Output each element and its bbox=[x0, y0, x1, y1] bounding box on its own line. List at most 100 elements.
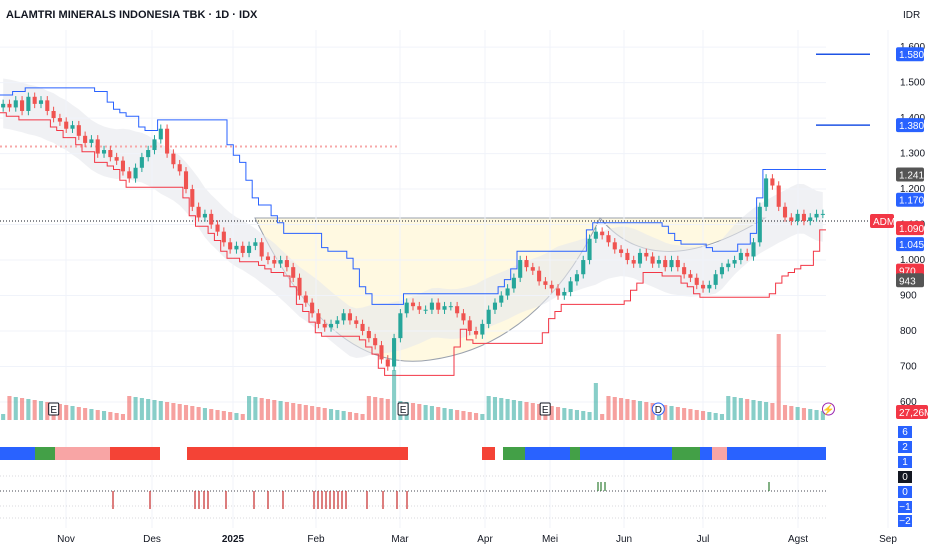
volume-bar bbox=[234, 413, 239, 420]
trend-segment bbox=[672, 447, 700, 460]
candle-body bbox=[165, 128, 170, 154]
candle-body bbox=[32, 96, 37, 104]
candle-body bbox=[354, 320, 359, 324]
volume-bar bbox=[814, 410, 819, 420]
volume-bar bbox=[688, 409, 693, 420]
candle-body bbox=[820, 213, 825, 215]
candle-body bbox=[732, 260, 737, 264]
candle-body bbox=[745, 252, 750, 257]
candle-body bbox=[738, 252, 743, 261]
volume-bar bbox=[171, 403, 176, 420]
candle-body bbox=[555, 288, 561, 296]
price-tag-label: 1.170 bbox=[899, 196, 924, 207]
volume-bar bbox=[707, 412, 712, 420]
volume-bar bbox=[612, 397, 617, 420]
volume-bar bbox=[76, 407, 81, 420]
candle-body bbox=[373, 338, 378, 346]
time-axis[interactable]: Nov Des 2025 Feb Mar Apr Mei Jun Jul Agst Sep bbox=[57, 534, 897, 545]
candle-body bbox=[120, 160, 126, 172]
volume-bar bbox=[782, 405, 788, 420]
volume-bar bbox=[347, 412, 352, 420]
time-tick-label: Jul bbox=[697, 534, 710, 545]
volume-bar bbox=[562, 408, 567, 420]
volume-bar bbox=[101, 411, 107, 420]
candle-body bbox=[644, 252, 649, 257]
candle-body bbox=[764, 178, 769, 207]
candle-body bbox=[209, 213, 214, 225]
candle-body bbox=[801, 213, 806, 221]
candle-body bbox=[1, 103, 6, 108]
candle-body bbox=[442, 306, 447, 310]
candle-body bbox=[707, 284, 712, 289]
volume-bar bbox=[795, 407, 800, 420]
candle-body bbox=[518, 260, 523, 278]
candle-body bbox=[366, 331, 371, 339]
candle-body bbox=[505, 288, 510, 296]
volume-bar bbox=[625, 399, 630, 420]
volume-bar bbox=[474, 413, 479, 420]
volume-bar bbox=[694, 410, 699, 420]
background-layer bbox=[3, 78, 823, 362]
candle-body bbox=[751, 242, 756, 257]
volume-bar bbox=[328, 409, 334, 420]
price-tick-label: 800 bbox=[900, 326, 917, 337]
candle-body bbox=[606, 235, 611, 243]
candle-body bbox=[177, 164, 182, 172]
price-tag-label: 943 bbox=[899, 276, 916, 287]
candle-body bbox=[51, 110, 56, 119]
candle-body bbox=[310, 302, 315, 314]
candle-body bbox=[108, 150, 113, 158]
candle-body bbox=[404, 302, 409, 314]
candle-body bbox=[152, 139, 157, 151]
volume-bar bbox=[291, 403, 296, 420]
volume-bar bbox=[700, 411, 706, 420]
volume-bar bbox=[139, 398, 144, 420]
candle-body bbox=[322, 323, 327, 328]
candle-body bbox=[782, 206, 788, 218]
candle-body bbox=[240, 245, 245, 253]
volume-bar bbox=[480, 414, 485, 420]
candle-body bbox=[297, 277, 302, 296]
candle-body bbox=[637, 252, 643, 264]
volume-bar bbox=[726, 396, 731, 420]
price-tick-label: 1.200 bbox=[900, 184, 925, 195]
volume-bar bbox=[303, 405, 308, 420]
volume-bar bbox=[196, 407, 201, 420]
earnings-marker bbox=[539, 402, 551, 416]
volume-bar bbox=[738, 398, 743, 420]
price-tag-label: 1.241 bbox=[899, 171, 924, 182]
candle-body bbox=[76, 125, 81, 136]
candle-body bbox=[776, 185, 781, 207]
candle-body bbox=[650, 256, 655, 264]
candle-body bbox=[278, 260, 283, 264]
price-tag-label: 1.090 bbox=[899, 224, 924, 235]
candle-body bbox=[417, 306, 422, 310]
candle-body bbox=[139, 157, 144, 168]
volume-bar bbox=[120, 414, 126, 420]
volume-bar bbox=[486, 396, 491, 420]
event-label: E bbox=[50, 405, 57, 416]
candle-body bbox=[410, 302, 416, 307]
volume-bar bbox=[379, 398, 384, 420]
volume-bar bbox=[316, 407, 321, 420]
candle-body bbox=[757, 206, 762, 243]
volume-bar bbox=[410, 403, 416, 420]
volume-bar bbox=[745, 399, 750, 420]
candle-body bbox=[114, 157, 119, 161]
time-tick-label: Apr bbox=[477, 534, 493, 545]
volume-bar bbox=[511, 400, 516, 420]
volume-bar bbox=[436, 407, 441, 420]
price-tag bbox=[896, 221, 924, 236]
price-tick-label: 700 bbox=[900, 362, 917, 373]
candle-body bbox=[675, 260, 680, 268]
event-label: D bbox=[655, 405, 662, 416]
oscillator-tick-label: 6 bbox=[902, 427, 908, 438]
volume-bar bbox=[272, 400, 277, 420]
candle-body bbox=[328, 323, 334, 328]
candle-body bbox=[631, 260, 636, 264]
time-tick-label: Jun bbox=[616, 534, 632, 545]
volume-bar bbox=[581, 411, 586, 420]
candle-body bbox=[436, 302, 441, 310]
